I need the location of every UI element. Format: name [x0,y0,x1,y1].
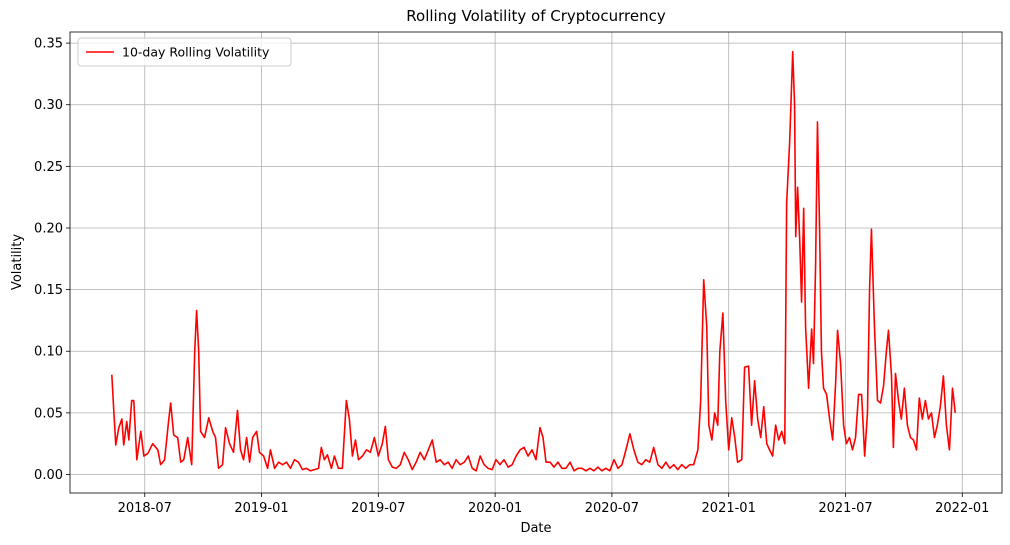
y-tick-label: 0.15 [34,283,63,298]
x-tick-label: 2021-07 [818,501,872,516]
axes-frame [69,31,1003,494]
y-tick-label: 0.20 [34,221,63,236]
y-axis-label: Volatility [10,234,25,290]
legend [77,37,292,67]
x-tick-label: 2019-07 [351,501,405,516]
y-tick-label: 0.25 [34,160,63,175]
line-series [111,50,957,472]
x-tick-label: 2022-01 [935,501,989,516]
legend-label: 10-day Rolling Volatility [122,45,270,60]
y-tick-label: 0.00 [34,468,63,483]
y-tick-label: 0.30 [34,98,63,113]
x-tick-label: 2020-01 [468,501,522,516]
y-tick-label: 0.10 [34,345,63,360]
x-tick-label: 2020-07 [585,501,639,516]
x-axis-label: Date [520,521,551,536]
y-tick-label: 0.35 [34,37,63,52]
x-tick-label: 2019-01 [234,501,288,516]
y-tick-label: 0.05 [34,406,63,421]
chart-title: Rolling Volatility of Cryptocurrency [406,7,666,25]
x-tick-label: 2018-07 [118,501,172,516]
x-tick-label: 2021-01 [702,501,756,516]
